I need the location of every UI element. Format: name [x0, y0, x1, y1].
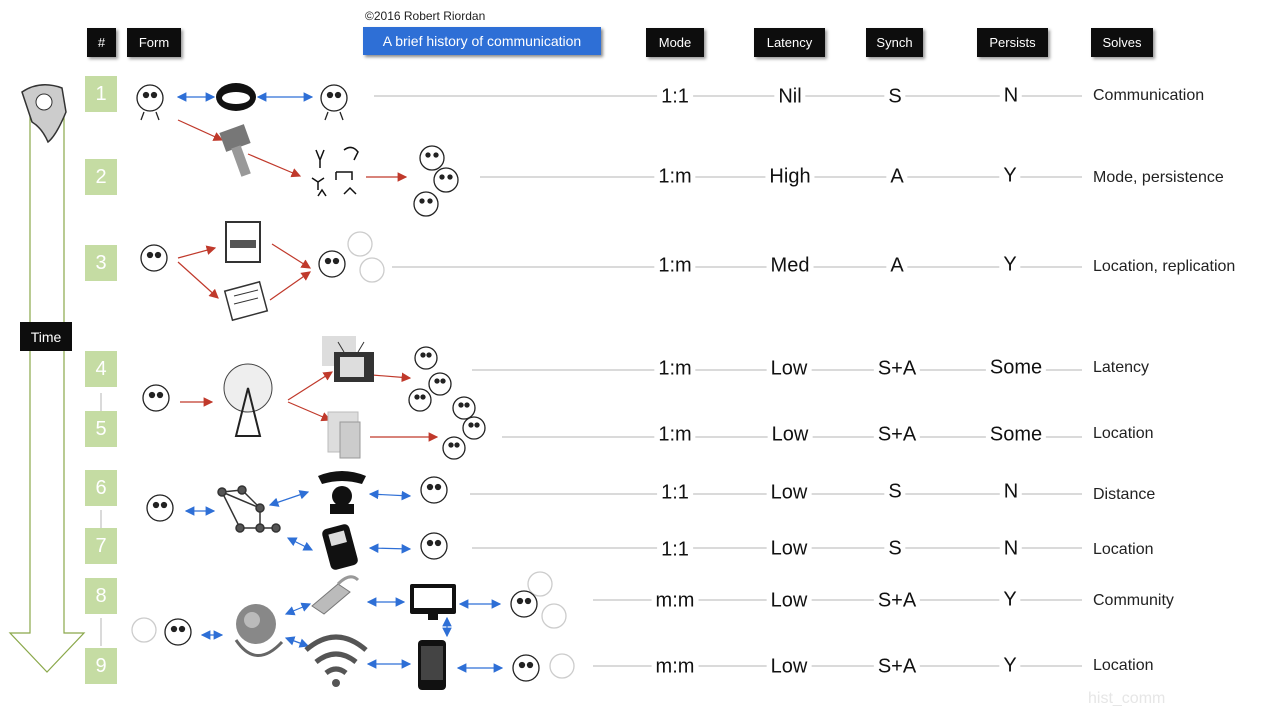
mode-value: m:m [652, 656, 699, 679]
mode-value: 1:m [654, 166, 695, 189]
latency-value: Low [768, 424, 813, 447]
solves-value: Location [1093, 541, 1154, 559]
mode-value: 1:1 [657, 539, 693, 562]
synch-value: S [884, 481, 905, 504]
header-form: Form [127, 28, 181, 57]
persists-value: Some [986, 424, 1046, 447]
latency-value: Low [767, 358, 812, 381]
header-synch: Synch [866, 28, 923, 57]
latency-value: High [765, 166, 814, 189]
latency-value: Nil [774, 86, 805, 109]
synch-value: S+A [874, 590, 920, 613]
synch-value: S+A [874, 656, 920, 679]
melting-clock-icon [22, 85, 66, 142]
row-number: 2 [85, 159, 117, 195]
persists-value: N [1000, 481, 1022, 504]
persists-value: N [1000, 538, 1022, 561]
row-number: 5 [85, 411, 117, 447]
header-solves: Solves [1091, 28, 1153, 57]
mode-value: 1:1 [657, 86, 693, 109]
person-icon [132, 85, 574, 681]
synch-value: S [884, 538, 905, 561]
synch-value: S+A [874, 424, 920, 447]
television-icon [322, 336, 374, 382]
ethernet-cable-icon [312, 577, 358, 614]
globe-icon [236, 604, 282, 656]
synch-value: A [886, 255, 907, 278]
synch-value: S [884, 86, 905, 109]
mode-value: 1:m [654, 255, 695, 278]
persists-value: N [1000, 85, 1022, 108]
latency-value: Med [767, 255, 814, 278]
mode-value: 1:1 [657, 482, 693, 505]
latency-value: Low [767, 590, 812, 613]
smartphone-icon [418, 640, 446, 690]
time-label: Time [20, 322, 72, 351]
row-number: 7 [85, 528, 117, 564]
mode-value: 1:m [654, 358, 695, 381]
row-number: 3 [85, 245, 117, 281]
row-number: 9 [85, 648, 117, 684]
mobile-phone-icon [321, 523, 359, 571]
solves-value: Distance [1093, 486, 1155, 504]
diagram-title: A brief history of communication [363, 27, 601, 55]
solves-value: Latency [1093, 359, 1149, 377]
header-num: # [87, 28, 116, 57]
persists-value: Some [986, 357, 1046, 380]
watermark: hist_comm [1088, 690, 1165, 708]
header-persists: Persists [977, 28, 1048, 57]
persists-value: Y [999, 655, 1020, 678]
radio-tower-icon [224, 364, 272, 436]
row-number: 4 [85, 351, 117, 387]
solves-value: Community [1093, 592, 1174, 610]
persists-value: Y [999, 165, 1020, 188]
latency-value: Low [767, 538, 812, 561]
latency-value: Low [767, 656, 812, 679]
solves-value: Location [1093, 657, 1154, 675]
persists-value: Y [999, 589, 1020, 612]
row-number: 6 [85, 470, 117, 506]
solves-value: Communication [1093, 87, 1204, 105]
radio-receiver-icon [328, 412, 360, 458]
synch-value: S+A [874, 358, 920, 381]
newspaper-icon [225, 282, 268, 320]
printing-press-icon [226, 222, 260, 262]
solves-value: Location [1093, 425, 1154, 443]
row-number: 8 [85, 578, 117, 614]
header-mode: Mode [646, 28, 704, 57]
rotary-phone-icon [318, 471, 366, 514]
row-number: 1 [85, 76, 117, 112]
paintbrush-icon [219, 124, 250, 177]
mouth-icon [216, 83, 256, 111]
header-latency: Latency [754, 28, 825, 57]
mode-value: m:m [652, 590, 699, 613]
computer-monitor-icon [410, 584, 456, 620]
network-graph-icon [218, 486, 280, 532]
cave-painting-icon [312, 147, 358, 196]
synch-value: A [886, 166, 907, 189]
solves-value: Location, replication [1093, 258, 1235, 276]
time-arrow [10, 110, 84, 672]
wifi-icon [306, 637, 366, 687]
copyright-text: ©2016 Robert Riordan [365, 9, 485, 23]
latency-value: Low [767, 482, 812, 505]
mode-value: 1:m [654, 424, 695, 447]
persists-value: Y [999, 254, 1020, 277]
solves-value: Mode, persistence [1093, 169, 1224, 187]
